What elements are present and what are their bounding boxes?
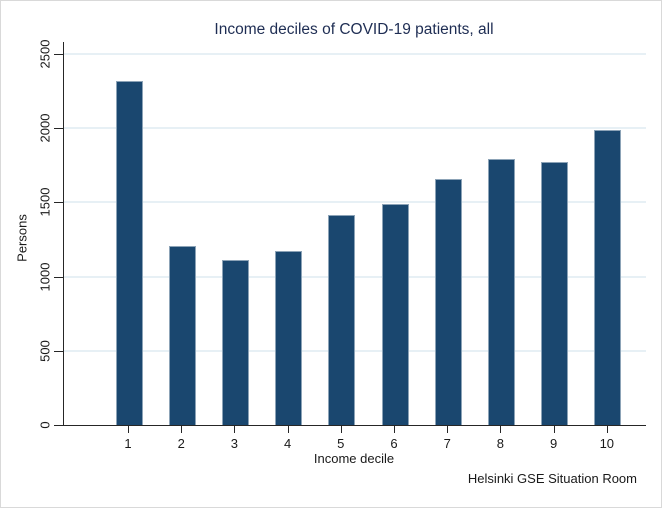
- y-tick-label: 500: [37, 339, 53, 362]
- bar-decile-7: [434, 179, 462, 425]
- x-tick-label: 10: [599, 436, 615, 451]
- x-tick-label: 7: [443, 436, 451, 451]
- y-tick-label: 2500: [37, 39, 53, 69]
- x-tick: [340, 426, 342, 433]
- bar-decile-9: [541, 162, 569, 425]
- y-tick-label: 1000: [37, 262, 53, 292]
- x-axis-title: Income decile: [313, 451, 395, 466]
- x-tick-label: 9: [549, 436, 558, 451]
- y-tick: [54, 276, 63, 278]
- x-tick-label: 3: [230, 436, 239, 451]
- x-tick: [553, 426, 555, 433]
- x-tick: [447, 426, 449, 433]
- x-tick-label: 2: [177, 436, 185, 451]
- x-tick: [287, 426, 289, 433]
- y-tick: [54, 350, 63, 352]
- y-tick-label: 2000: [37, 113, 53, 143]
- x-tick-label: 4: [283, 436, 292, 451]
- bar-decile-5: [328, 215, 356, 425]
- bar-decile-10: [594, 129, 622, 425]
- bar-decile-3: [221, 260, 249, 425]
- x-tick: [234, 426, 236, 433]
- x-tick: [394, 426, 395, 433]
- plot-area: [63, 42, 646, 426]
- attribution-text: Helsinki GSE Situation Room: [467, 471, 637, 486]
- y-tick: [54, 202, 63, 204]
- bar-decile-4: [275, 251, 303, 425]
- bar-decile-1: [115, 80, 143, 425]
- y-tick-label: 0: [37, 421, 53, 429]
- gridline: [64, 201, 646, 204]
- chart-title: Income deciles of COVID-19 patients, all: [214, 21, 494, 38]
- x-tick-label: 6: [390, 436, 398, 451]
- bar-decile-8: [487, 159, 515, 425]
- x-tick-label: 8: [496, 436, 505, 451]
- y-tick: [54, 54, 63, 55]
- bar-decile-6: [381, 203, 409, 425]
- y-tick-label: 1500: [37, 187, 53, 217]
- x-tick-label: 1: [124, 436, 132, 451]
- y-axis-title: Persons: [14, 214, 30, 262]
- x-tick-label: 5: [337, 436, 345, 451]
- x-tick: [128, 426, 129, 433]
- x-tick: [606, 426, 608, 433]
- bar-decile-2: [168, 246, 196, 425]
- y-tick: [54, 425, 63, 426]
- x-tick: [181, 426, 183, 433]
- x-tick: [500, 426, 502, 433]
- gridline: [64, 127, 646, 130]
- y-tick: [54, 128, 63, 130]
- gridline: [64, 53, 646, 55]
